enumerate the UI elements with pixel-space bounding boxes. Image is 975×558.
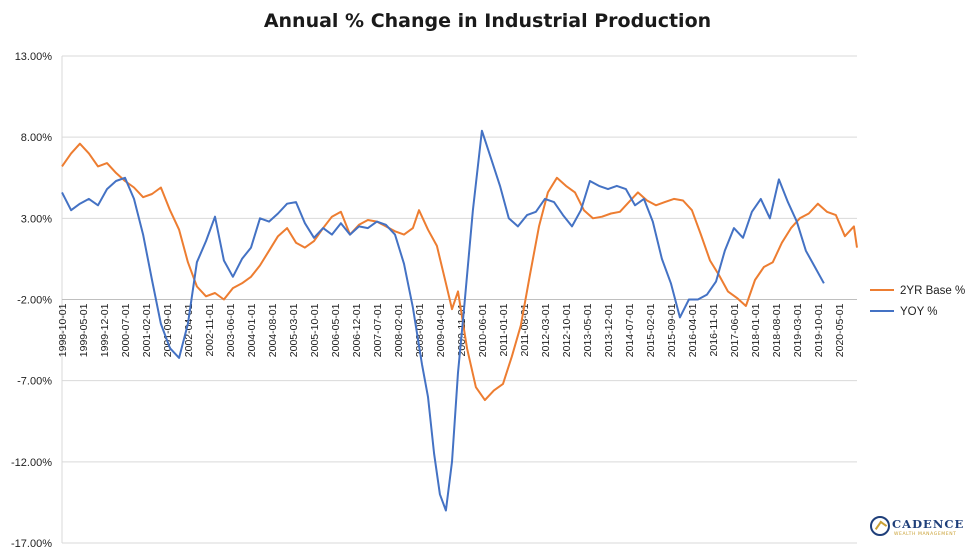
legend-label: YOY %: [900, 306, 938, 318]
x-tick-label: 2001-02-01: [141, 303, 153, 357]
x-tick-label: 2018-01-01: [750, 303, 762, 357]
y-tick-label: -2.00%: [17, 295, 52, 307]
x-tick-label: 2012-10-01: [561, 303, 573, 357]
series-lines: [61, 129, 858, 512]
y-tick-label: -17.00%: [11, 538, 52, 550]
x-axis-ticks: 1998-10-01 1999-05-01 1999-12-01 2000-07-01…: [57, 303, 846, 357]
x-tick-label: 2016-04-01: [687, 303, 699, 357]
y-tick-label: 13.00%: [15, 51, 53, 63]
x-tick-label: 2006-12-01: [351, 303, 363, 357]
x-tick-label: 2004-08-01: [267, 303, 279, 357]
x-tick-label: 2014-07-01: [624, 303, 636, 357]
chart-title: Annual % Change in Industrial Production: [263, 10, 712, 32]
logo-name: CADENCE: [892, 517, 965, 531]
x-tick-label: 2005-10-01: [309, 303, 321, 357]
x-tick-label: 2006-05-01: [330, 303, 342, 357]
series-line: [61, 129, 825, 512]
x-tick-label: 2010-06-01: [477, 303, 489, 357]
x-tick-label: 2002-04-01: [183, 303, 195, 357]
y-tick-label: -12.00%: [11, 457, 52, 469]
x-tick-label: 1999-12-01: [99, 303, 111, 357]
x-tick-label: 1999-05-01: [78, 303, 90, 357]
x-tick-label: 2004-01-01: [246, 303, 258, 357]
compass-icon: [870, 516, 890, 536]
x-tick-label: 2007-07-01: [372, 303, 384, 357]
x-tick-label: 2020-05-01: [834, 303, 846, 357]
x-tick-label: 2011-01-01: [498, 303, 510, 356]
y-axis-ticks: 13.00% 8.00% 3.00% -2.00% -7.00% -12.00% -17.0…: [11, 51, 52, 550]
legend-label: 2YR Base %: [900, 285, 965, 297]
company-logo: CADENCE WEALTH MANAGEMENT: [870, 514, 970, 544]
x-tick-label: 2013-05-01: [582, 303, 594, 357]
logo-tagline: WEALTH MANAGEMENT: [894, 532, 957, 537]
x-tick-label: 2019-10-01: [813, 303, 825, 357]
x-tick-label: 2015-09-01: [666, 303, 678, 357]
x-tick-label: 2016-11-01: [708, 303, 720, 356]
series-line: [61, 142, 858, 402]
x-tick-label: 2019-03-01: [792, 303, 804, 357]
y-tick-label: 8.00%: [21, 132, 52, 144]
x-tick-label: 2018-08-01: [771, 303, 783, 357]
x-tick-label: 2013-12-01: [603, 303, 615, 357]
x-tick-label: 2008-02-01: [393, 303, 405, 357]
x-tick-label: 2000-07-01: [120, 303, 132, 357]
y-tick-label: -7.00%: [17, 376, 52, 388]
x-tick-label: 2017-06-01: [729, 303, 741, 357]
x-tick-label: 2012-03-01: [540, 303, 552, 357]
y-tick-label: 3.00%: [21, 213, 52, 225]
x-tick-label: 1998-10-01: [57, 303, 69, 357]
x-tick-label: 2009-04-01: [435, 303, 447, 357]
x-tick-label: 2002-11-01: [204, 303, 216, 356]
x-tick-label: 2005-03-01: [288, 303, 300, 357]
x-tick-label: 2015-02-01: [645, 303, 657, 357]
x-tick-label: 2003-06-01: [225, 303, 237, 357]
x-tick-label: 2001-09-01: [162, 303, 174, 357]
x-tick-label: 2008-09-01: [414, 303, 426, 357]
x-tick-label: 2011-08-01: [519, 303, 531, 356]
legend: 2YR Base % YOY %: [870, 285, 965, 318]
